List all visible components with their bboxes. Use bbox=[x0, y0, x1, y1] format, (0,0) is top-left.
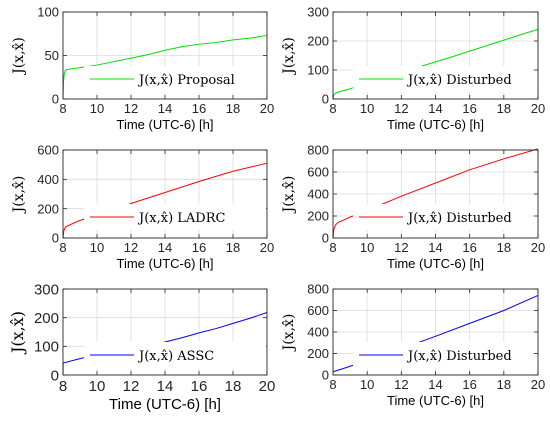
y-tick-label: 800 bbox=[307, 143, 329, 158]
x-tick-label: 12 bbox=[394, 101, 408, 116]
x-tick-label: 18 bbox=[226, 101, 240, 116]
x-tick-label: 14 bbox=[428, 101, 442, 116]
x-tick-label: 20 bbox=[259, 378, 276, 395]
x-tick-label: 12 bbox=[394, 240, 408, 255]
x-tick-label: 16 bbox=[191, 378, 208, 395]
y-axis-label: J(x,x̂) bbox=[11, 176, 27, 215]
x-tick-label: 10 bbox=[89, 378, 106, 395]
x-tick-label: 16 bbox=[462, 240, 476, 255]
y-tick-label: 400 bbox=[37, 172, 59, 187]
x-tick-label: 20 bbox=[260, 101, 274, 116]
legend-label: J(x,x̂) Disturbed bbox=[406, 349, 512, 364]
x-tick-label: 12 bbox=[124, 101, 138, 116]
y-tick-label: 0 bbox=[52, 92, 59, 107]
x-tick-label: 16 bbox=[192, 101, 206, 116]
y-axis-label: J(x,x̂) bbox=[8, 311, 27, 355]
x-tick-label: 14 bbox=[428, 240, 442, 255]
y-axis-label: J(x,x̂) bbox=[11, 37, 27, 76]
x-tick-label: 16 bbox=[462, 101, 476, 116]
x-axis-label: Time (UTC-6) [h] bbox=[109, 396, 221, 413]
x-tick-label: 18 bbox=[497, 240, 511, 255]
x-tick-label: 10 bbox=[90, 101, 104, 116]
y-tick-label: 100 bbox=[307, 63, 329, 78]
x-axis-label: Time (UTC-6) [h] bbox=[387, 256, 484, 271]
x-axis-label: Time (UTC-6) [h] bbox=[116, 256, 213, 271]
x-tick-label: 20 bbox=[531, 377, 545, 392]
legend: J(x,x̂) Proposal bbox=[84, 66, 266, 92]
x-axis-label: Time (UTC-6) [h] bbox=[387, 117, 484, 132]
x-tick-label: 18 bbox=[497, 101, 511, 116]
y-tick-label: 400 bbox=[307, 187, 329, 202]
legend-label: J(x,x̂) Disturbed bbox=[406, 211, 512, 226]
x-tick-label: 8 bbox=[59, 240, 66, 255]
y-axis-label: J(x,x̂) bbox=[281, 37, 297, 76]
x-tick-label: 8 bbox=[59, 378, 67, 395]
y-tick-label: 200 bbox=[307, 34, 329, 49]
x-tick-label: 14 bbox=[428, 377, 442, 392]
x-tick-label: 10 bbox=[360, 101, 374, 116]
chart-panel-1: 8 10 12 14 16 18 20 0 50 100 Time (UTC-6) [h] J(x,x… bbox=[11, 5, 274, 132]
y-tick-label: 0 bbox=[322, 368, 329, 383]
legend-label: J(x,x̂) ASSC bbox=[137, 349, 214, 364]
x-tick-label: 20 bbox=[531, 240, 545, 255]
x-tick-label: 8 bbox=[329, 101, 336, 116]
y-tick-label: 100 bbox=[34, 339, 59, 356]
x-tick-label: 14 bbox=[157, 378, 174, 395]
y-tick-label: 100 bbox=[37, 5, 59, 20]
x-tick-label: 20 bbox=[260, 240, 274, 255]
y-axis-label: J(x,x̂) bbox=[281, 176, 297, 215]
legend-label: J(x,x̂) Disturbed bbox=[406, 73, 512, 88]
y-tick-label: 400 bbox=[307, 325, 329, 340]
x-tick-label: 8 bbox=[329, 377, 336, 392]
y-tick-label: 0 bbox=[322, 231, 329, 246]
y-tick-label: 600 bbox=[307, 165, 329, 180]
x-tick-label: 12 bbox=[124, 240, 138, 255]
legend: J(x,x̂) Disturbed bbox=[353, 66, 531, 92]
y-tick-label: 600 bbox=[37, 143, 59, 158]
y-tick-label: 200 bbox=[37, 201, 59, 216]
legend: J(x,x̂) ASSC bbox=[84, 342, 266, 368]
x-tick-label: 8 bbox=[59, 101, 66, 116]
x-tick-label: 12 bbox=[394, 377, 408, 392]
y-tick-label: 0 bbox=[51, 367, 59, 384]
x-tick-label: 16 bbox=[192, 240, 206, 255]
legend: J(x,x̂) Disturbed bbox=[353, 204, 531, 230]
y-tick-label: 300 bbox=[307, 5, 329, 20]
y-tick-label: 300 bbox=[34, 281, 59, 298]
x-tick-label: 10 bbox=[360, 240, 374, 255]
x-tick-label: 14 bbox=[158, 240, 172, 255]
x-tick-label: 18 bbox=[226, 240, 240, 255]
y-tick-label: 0 bbox=[322, 92, 329, 107]
x-axis-label: Time (UTC-6) [h] bbox=[387, 393, 484, 408]
y-tick-label: 200 bbox=[34, 310, 59, 327]
x-axis-label: Time (UTC-6) [h] bbox=[116, 117, 213, 132]
y-tick-label: 200 bbox=[307, 346, 329, 361]
y-tick-label: 0 bbox=[52, 231, 59, 246]
legend: J(x,x̂) Disturbed bbox=[353, 342, 531, 368]
x-tick-label: 20 bbox=[531, 101, 545, 116]
x-tick-label: 18 bbox=[497, 377, 511, 392]
y-tick-label: 800 bbox=[307, 282, 329, 297]
x-tick-label: 18 bbox=[225, 378, 242, 395]
legend-label: J(x,x̂) Proposal bbox=[137, 73, 235, 88]
x-tick-label: 16 bbox=[462, 377, 476, 392]
series-line-1 bbox=[62, 34, 268, 100]
x-tick-label: 10 bbox=[360, 377, 374, 392]
x-tick-label: 10 bbox=[90, 240, 104, 255]
legend: J(x,x̂) LADRC bbox=[84, 204, 266, 230]
legend-label: J(x,x̂) LADRC bbox=[137, 211, 226, 226]
y-tick-label: 600 bbox=[307, 303, 329, 318]
y-tick-label: 200 bbox=[307, 209, 329, 224]
y-axis-label: J(x,x̂) bbox=[281, 314, 297, 353]
x-tick-label: 14 bbox=[158, 101, 172, 116]
x-tick-label: 8 bbox=[329, 240, 336, 255]
y-tick-label: 50 bbox=[45, 48, 59, 63]
x-tick-label: 12 bbox=[123, 378, 140, 395]
